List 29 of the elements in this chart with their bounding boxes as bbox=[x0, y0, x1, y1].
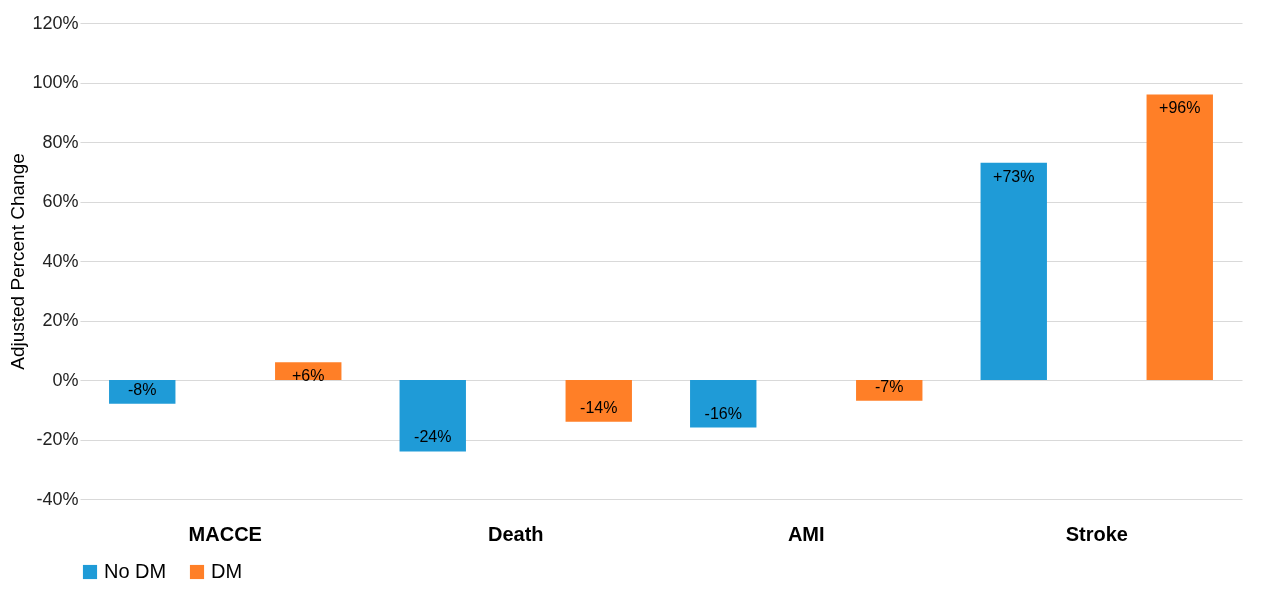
legend-label: DM bbox=[211, 560, 243, 582]
x-tick-label: MACCE bbox=[188, 522, 262, 545]
data-label: -8% bbox=[128, 380, 157, 398]
bar bbox=[980, 162, 1047, 380]
x-tick-label: AMI bbox=[787, 522, 825, 545]
data-label: +96% bbox=[1159, 99, 1201, 117]
data-label: -24% bbox=[414, 428, 452, 446]
bar bbox=[690, 380, 757, 428]
data-label: -14% bbox=[580, 398, 618, 416]
legend-label: No DM bbox=[104, 560, 167, 582]
data-label: -16% bbox=[704, 404, 742, 422]
y-tick-label: 60% bbox=[42, 191, 79, 211]
y-tick-label: 80% bbox=[42, 131, 79, 152]
y-axis-title: Adjusted Percent Change bbox=[7, 153, 29, 370]
y-tick-label: -20% bbox=[36, 429, 79, 449]
y-tick-label: 120% bbox=[32, 12, 79, 33]
bar bbox=[1146, 94, 1213, 380]
x-tick-label: Death bbox=[487, 522, 544, 545]
data-label: -7% bbox=[875, 377, 904, 395]
y-tick-label: 0% bbox=[52, 369, 79, 390]
data-label: +73% bbox=[993, 167, 1035, 185]
x-tick-label: Stroke bbox=[1065, 522, 1128, 545]
data-label: +6% bbox=[292, 367, 325, 385]
y-tick-label: -40% bbox=[36, 488, 79, 509]
y-tick-label: 40% bbox=[42, 250, 79, 271]
y-tick-label: 100% bbox=[32, 72, 79, 92]
bar bbox=[565, 380, 632, 422]
y-tick-label: 20% bbox=[42, 310, 79, 330]
bar bbox=[399, 380, 466, 452]
